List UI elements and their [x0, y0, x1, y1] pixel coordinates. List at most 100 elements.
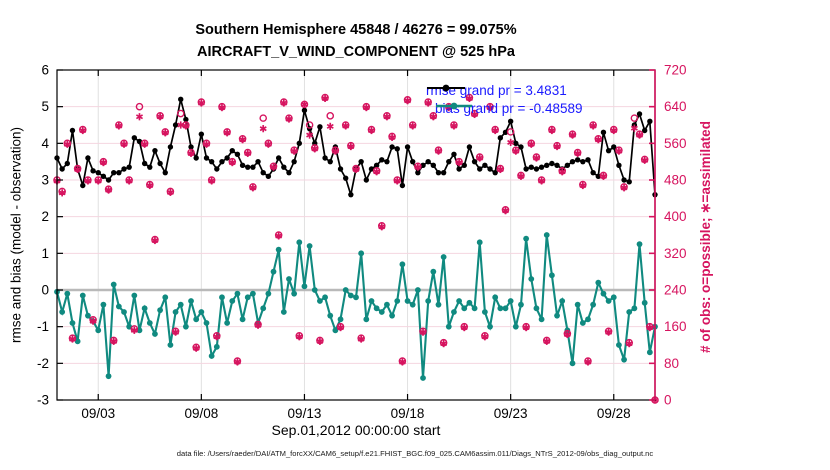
bias-marker [476, 239, 483, 246]
bias-marker [182, 323, 189, 330]
rmse-marker [90, 168, 96, 174]
possible-circle-marker [326, 112, 335, 120]
assimilated-asterisk-marker [558, 168, 566, 176]
assimilated-asterisk-marker [244, 149, 252, 158]
bias-marker [322, 294, 328, 301]
assimilated-asterisk-marker [182, 122, 190, 130]
bias-marker [337, 316, 344, 323]
rmse-marker [260, 169, 266, 176]
assimilated-asterisk-marker [501, 207, 510, 215]
rmse-marker [203, 155, 210, 161]
assimilated-asterisk-marker [507, 138, 515, 147]
assimilated-asterisk-marker [202, 140, 211, 148]
assimilated-asterisk-marker [146, 181, 154, 190]
rmse-marker [250, 164, 256, 170]
rmse-marker [64, 160, 71, 167]
rmse-marker [368, 166, 375, 172]
tick-label: 0 [41, 283, 49, 298]
bias-marker [74, 338, 81, 345]
assimilated-asterisk-marker [568, 131, 577, 139]
assimilated-asterisk-marker [166, 188, 174, 196]
rmse-marker [430, 162, 437, 169]
rmse-marker [147, 164, 153, 170]
assimilated-asterisk-marker [352, 165, 360, 174]
rmse-marker [549, 160, 555, 167]
bias-marker [59, 309, 66, 315]
rmse-marker [208, 158, 215, 165]
assimilated-asterisk-marker [326, 122, 334, 130]
bias-marker [105, 373, 112, 380]
bias-marker [234, 290, 241, 297]
rmse-marker [590, 169, 596, 176]
assimilated-asterisk-marker [532, 154, 540, 162]
bias-marker [636, 241, 643, 248]
rmse-marker [178, 96, 184, 103]
rmse-marker [404, 144, 411, 150]
bias-marker [301, 283, 308, 290]
assimilated-asterisk-marker [208, 177, 216, 185]
tick-label: 09/08 [184, 406, 218, 421]
rmse-marker [456, 166, 462, 172]
tick-label: 5 [41, 99, 49, 114]
bias-marker [451, 309, 457, 315]
rmse-marker [342, 175, 349, 181]
rmse-marker [580, 158, 586, 165]
assimilated-asterisk-marker [342, 122, 350, 130]
possible-circle-marker [135, 102, 144, 111]
rmse-marker [116, 169, 122, 176]
bias-marker [363, 316, 370, 323]
rmse-marker [425, 158, 431, 165]
rmse-marker [131, 135, 138, 141]
tick-label: 09/23 [494, 406, 528, 421]
possible-circle-marker [259, 114, 268, 122]
bias-marker [306, 243, 313, 249]
bias-marker [497, 305, 504, 312]
bias-marker [559, 298, 566, 304]
tick-label: 1 [41, 246, 49, 261]
assimilated-asterisk-marker [79, 126, 87, 135]
bias-marker [461, 305, 468, 312]
assimilated-asterisk-marker [517, 172, 525, 180]
rmse-marker [595, 173, 601, 180]
assimilated-asterisk-marker [156, 113, 164, 121]
assimilated-asterisk-marker [424, 99, 432, 107]
rmse-marker [477, 166, 483, 172]
assimilated-asterisk-marker [172, 328, 180, 336]
assimilated-asterisk-marker [321, 94, 329, 103]
rmse-marker [487, 166, 493, 172]
assimilated-asterisk-marker [455, 158, 463, 167]
bias-marker [162, 294, 169, 301]
assimilated-asterisk-marker [120, 140, 128, 148]
rmse-marker [574, 157, 581, 163]
assimilated-asterisk-marker [228, 158, 236, 167]
bias-marker [115, 303, 122, 310]
bias-marker [574, 301, 581, 308]
rmse-marker [111, 169, 117, 176]
rmse-marker [327, 158, 333, 165]
rmse-marker [626, 179, 632, 185]
rmse-marker [528, 164, 534, 170]
assimilated-asterisk-marker [192, 344, 200, 352]
legend-bias-label: bias grand pr = -0.48589 [435, 100, 583, 116]
rmse-marker [420, 162, 426, 169]
bias-marker [543, 232, 550, 238]
assimilated-asterisk-marker [610, 126, 618, 135]
tick-label: 4 [41, 136, 49, 151]
bias-marker [538, 316, 545, 323]
rmse-marker [616, 162, 622, 169]
assimilated-asterisk-marker [177, 121, 185, 129]
assimilated-asterisk-marker [615, 147, 623, 155]
rmse-marker [322, 155, 328, 161]
assimilated-asterisk-marker [620, 184, 628, 192]
bias-marker [456, 298, 463, 304]
rmse-marker [183, 116, 189, 123]
bias-marker [518, 301, 524, 308]
tick-label: 09/18 [391, 406, 425, 421]
assimilated-asterisk-marker [625, 340, 633, 348]
rmse-marker [100, 173, 107, 180]
bias-marker [512, 323, 519, 330]
assimilated-asterisk-marker [259, 125, 267, 133]
rmse-marker [507, 118, 514, 125]
bias-marker [507, 298, 514, 304]
assimilated-asterisk-marker [563, 330, 571, 339]
